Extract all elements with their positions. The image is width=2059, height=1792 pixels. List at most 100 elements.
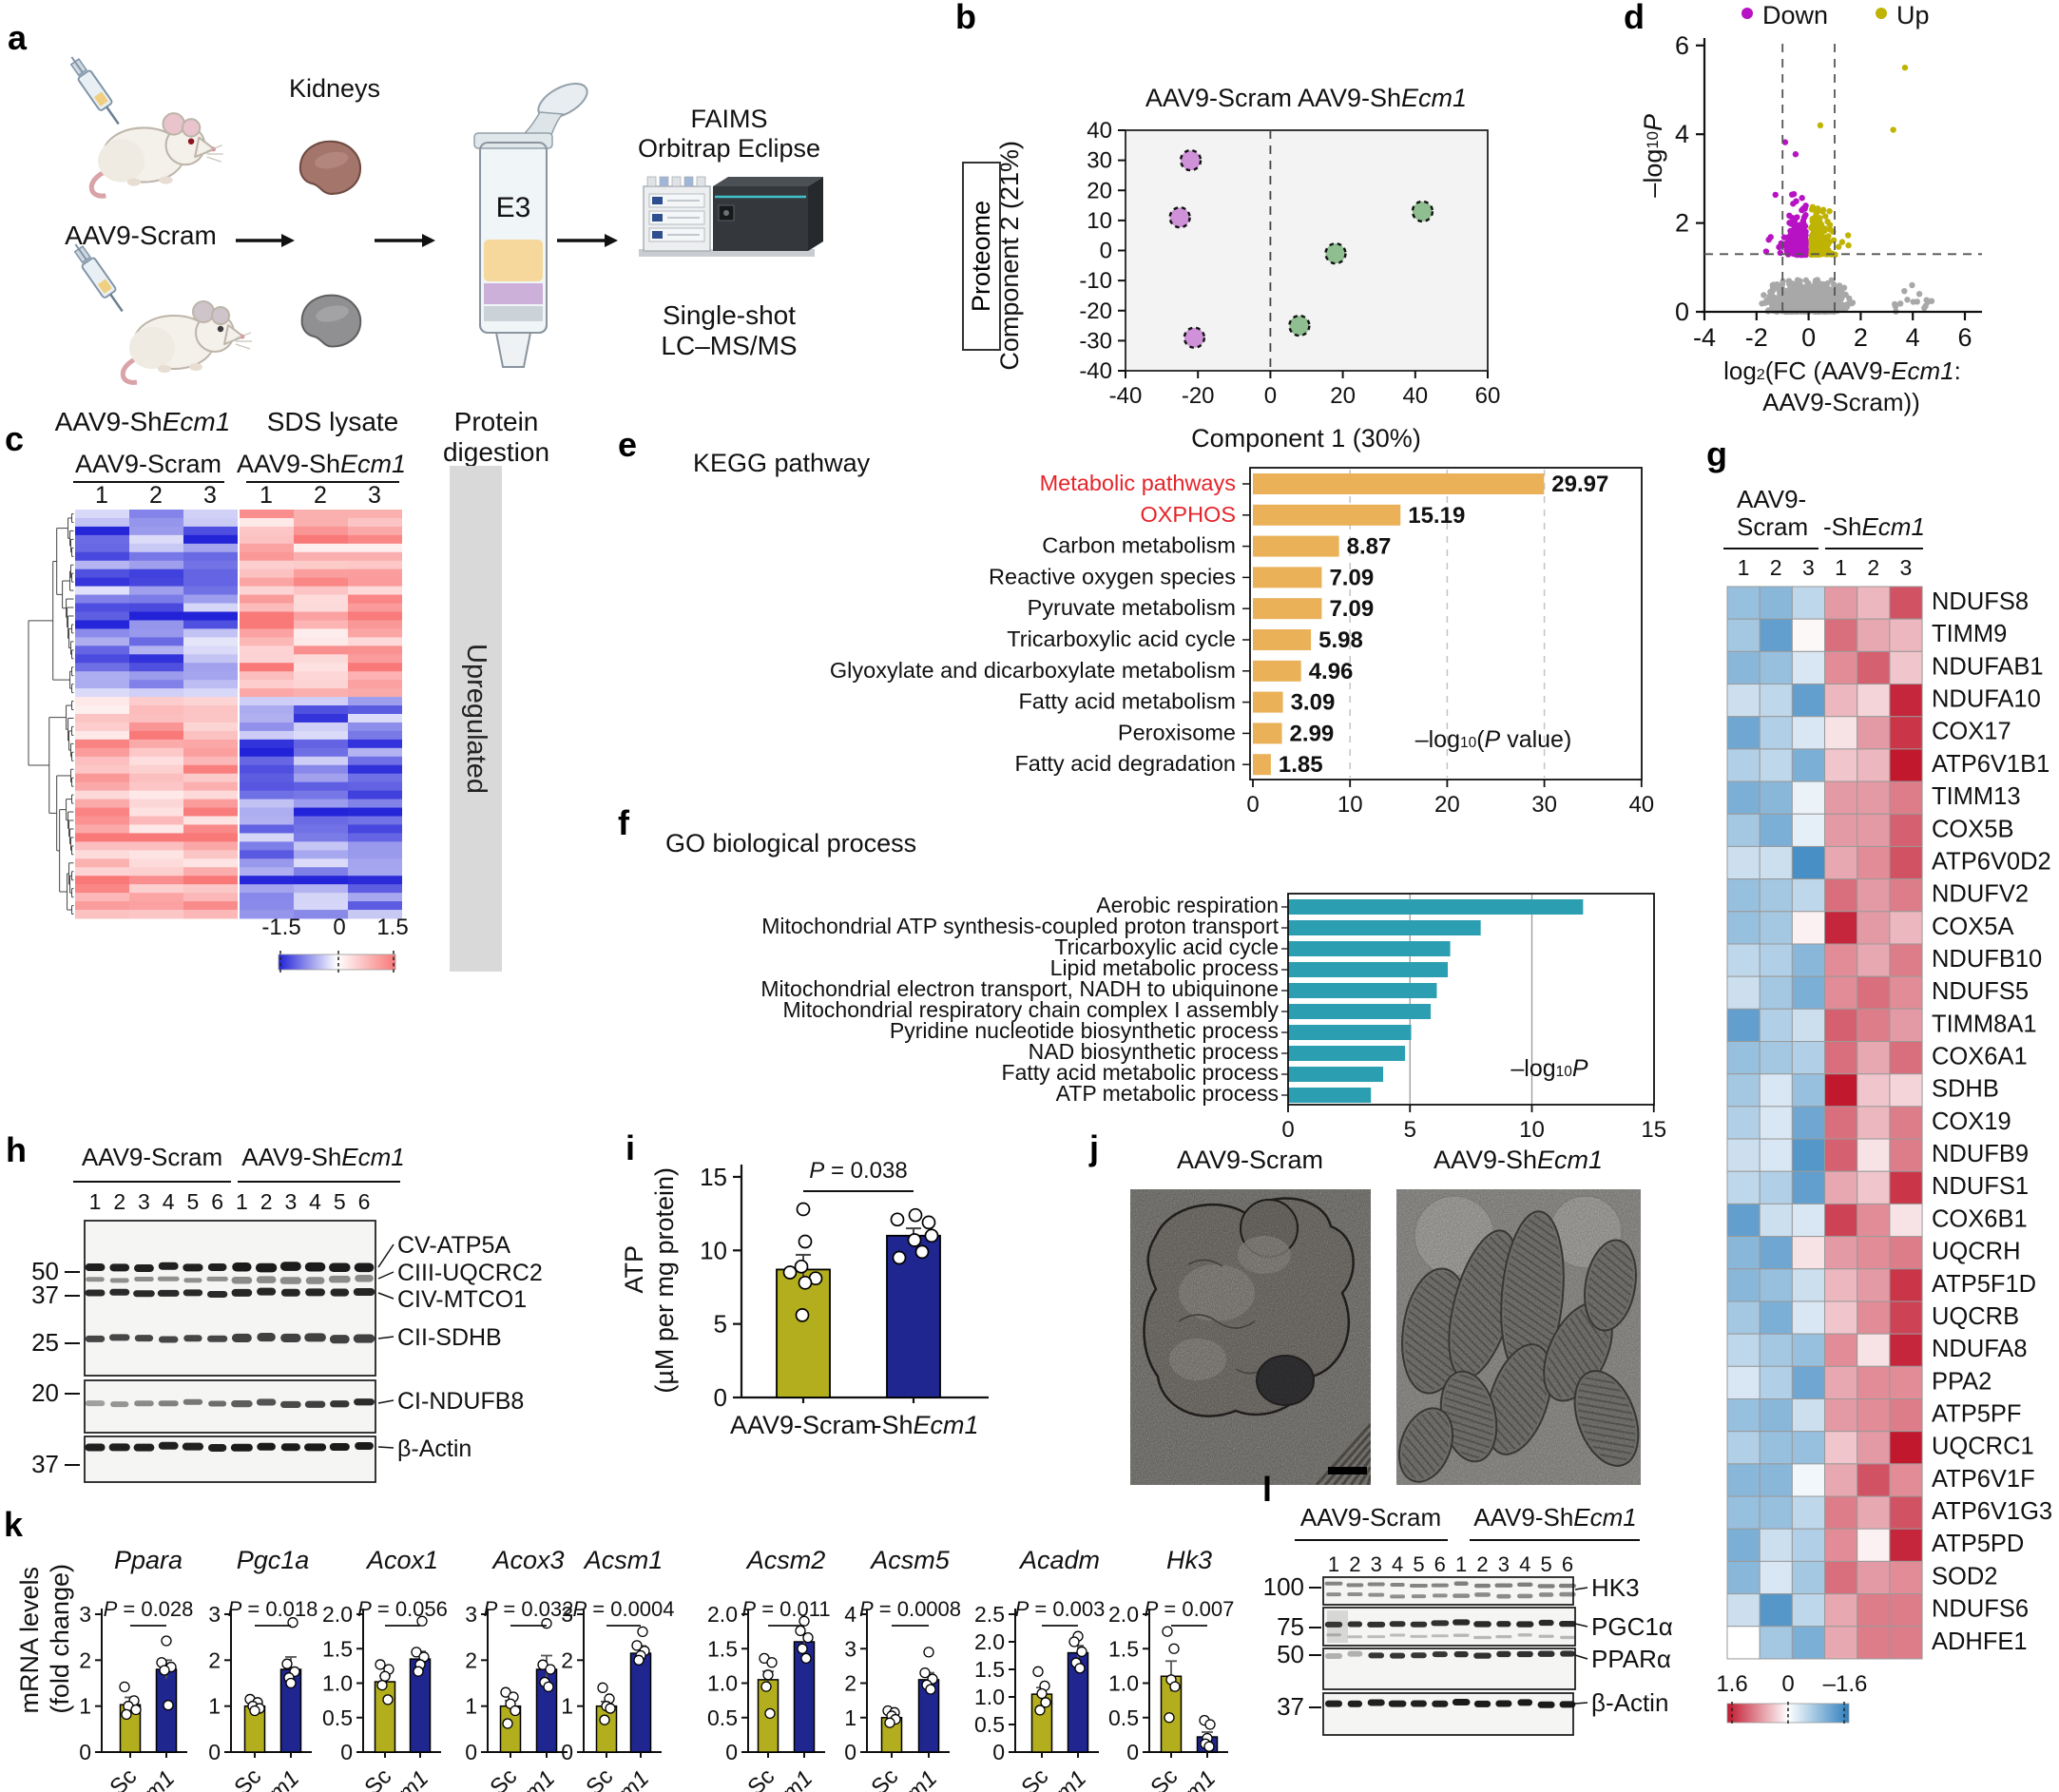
blot-h-group2: AAV9-ShEcm1 — [241, 1143, 405, 1172]
go-category-label: Pyridine nucleotide biosynthetic process — [890, 1018, 1279, 1043]
label-part: -Sh — [873, 1411, 914, 1439]
lane-number: 2 — [1349, 1552, 1360, 1576]
label-part: = 0.038 — [824, 1158, 908, 1184]
mrna-x-label: AAV9-Sc — [60, 1763, 143, 1792]
gene-label: NDUFA10 — [1932, 686, 2041, 713]
kegg-value-label: 5.98 — [1318, 627, 1363, 653]
em-image-scram — [1130, 1189, 1371, 1485]
em-title-1: AAV9-Scram — [1176, 1146, 1324, 1174]
panel-i-barchart: 0 5 10 15 — [700, 1163, 989, 1412]
heatmap-g-group2: -ShEcm1 — [1823, 512, 1925, 542]
kegg-category-label: Fatty acid metabolism — [1018, 689, 1236, 714]
mrna-y-tick: 1 — [465, 1694, 477, 1719]
blot-l-group1: AAV9-Scram — [1299, 1503, 1442, 1532]
mrna-gene-title: Acsm5 — [869, 1546, 951, 1574]
mrna-x-label: -Sc — [224, 1763, 267, 1792]
gene-label: NDUFAB1 — [1932, 653, 2044, 680]
pca-xlabel: Component 1 (30%) — [1191, 424, 1421, 453]
label-part: log — [1723, 356, 1757, 385]
legend-down-label: Down — [1762, 1, 1829, 29]
band-label: CIV-MTCO1 — [397, 1286, 527, 1313]
mw-marker: 37 — [31, 1281, 59, 1309]
mrna-y-tick: 1.5 — [707, 1636, 738, 1661]
atp-ylabel-2: (µM per mg protein) — [650, 1167, 679, 1394]
gene-label: ATP5PD — [1932, 1531, 2024, 1557]
go-category-label: NAD biosynthetic process — [1029, 1039, 1279, 1064]
panel-a-graphics: E3 — [69, 56, 823, 385]
gene-label: NDUFV2 — [1932, 881, 2029, 908]
mrna-gene-title: Pgc1a — [237, 1546, 310, 1574]
gene-label: NDUFS5 — [1932, 978, 2029, 1005]
panel-e-barchart: 29.97 Metabolic pathways 15.19 OXPHOS 8.87 Ca… — [830, 467, 1654, 818]
blot-l-group2: AAV9-ShEcm1 — [1473, 1503, 1636, 1532]
lane-number: 4 — [1392, 1552, 1403, 1576]
mrna-y-tick: 1.0 — [1108, 1671, 1139, 1696]
label-part: P — [1484, 726, 1501, 753]
label-part: AAV9-Scram — [1145, 84, 1298, 112]
mrna-y-tick: 1 — [561, 1694, 573, 1719]
heatmap-c-col-number: 1 — [260, 482, 273, 509]
lane-number: 6 — [1562, 1552, 1573, 1576]
gene-label: ATP6V0D2 — [1932, 848, 2051, 875]
gene-label: SOD2 — [1932, 1563, 1997, 1590]
mrna-y-tick: 2.0 — [707, 1602, 738, 1627]
cbar-c-min: -1.5 — [261, 915, 301, 940]
tube-illustration: E3 — [473, 82, 588, 368]
gene-label: ATP6V1F — [1932, 1466, 2035, 1493]
mrna-p-value: P = 0.032 — [484, 1597, 574, 1621]
gene-label: ATP6V1G3 — [1932, 1498, 2052, 1525]
panel-h-label: h — [6, 1130, 27, 1169]
volcano-x-tick: -4 — [1693, 323, 1716, 352]
label-part: Ecm1 — [340, 450, 407, 478]
heatmap-g-col-number: 2 — [1867, 555, 1879, 580]
heatmap-g-group1a: AAV9- — [1737, 485, 1807, 513]
band-label: CII-SDHB — [397, 1324, 502, 1351]
pca-y-tick: -20 — [1079, 299, 1112, 324]
kegg-value-label: 8.87 — [1347, 534, 1392, 560]
pca-x-tick: 20 — [1330, 383, 1356, 409]
gene-label: TIMM9 — [1932, 621, 2007, 647]
gene-label: PPA2 — [1932, 1368, 1992, 1395]
mrna-p-value: P = 0.011 — [741, 1597, 830, 1621]
kegg-value-label: 2.99 — [1290, 721, 1335, 746]
mrna-y-tick: 1 — [79, 1694, 91, 1719]
pca-y-tick: 40 — [1087, 118, 1112, 144]
mrna-x-label: -Sc — [738, 1763, 780, 1792]
label-part: –log — [1511, 1055, 1556, 1082]
pca-x-tick: 60 — [1475, 383, 1501, 409]
gene-label: TIMM8A1 — [1932, 1011, 2037, 1037]
upregulated-label: Upregulated — [461, 644, 491, 794]
label-part: Ecm1 — [1401, 84, 1468, 112]
mrna-y-tick: 2 — [561, 1647, 573, 1672]
mrna-ylabel-2: (fold change) — [46, 1564, 74, 1714]
pca-y-tick: 0 — [1100, 239, 1112, 264]
lane-number: 5 — [1540, 1552, 1551, 1576]
label-part: (FC (AAV9- — [1764, 356, 1892, 385]
label-part: Ecm1 — [162, 407, 231, 436]
gene-label: COX5A — [1932, 914, 2013, 940]
lane-number: 3 — [1498, 1552, 1510, 1576]
mrna-y-tick: 1.0 — [974, 1685, 1005, 1709]
lane-number: 2 — [1476, 1552, 1488, 1576]
mrna-y-tick: 0 — [725, 1740, 738, 1764]
label-part: Ecm1 — [1891, 356, 1954, 385]
label-part: -Sh — [1823, 512, 1862, 541]
proteome-label: Proteome — [967, 200, 995, 313]
mrna-gene-title: Acox1 — [365, 1546, 438, 1574]
label-part: 2 — [1756, 366, 1765, 383]
kegg-x-tick: 40 — [1628, 792, 1654, 818]
pca-y-tick: 20 — [1087, 178, 1112, 203]
mrna-y-tick: 1 — [208, 1694, 221, 1719]
mouse-illustration — [120, 300, 252, 385]
pca-x-tick: -20 — [1182, 383, 1215, 409]
panel-e-label: e — [618, 425, 638, 464]
lane-number: 6 — [358, 1189, 371, 1214]
sds-lysate-label: SDS lysate — [266, 407, 399, 436]
cbar-c-mid: 0 — [333, 915, 346, 940]
volcano-y-tick: 6 — [1675, 31, 1689, 60]
mw-marker: 50 — [31, 1257, 59, 1285]
kidneys-label: Kidneys — [288, 74, 381, 103]
mrna-y-tick: 0 — [208, 1740, 221, 1764]
lane-number: 5 — [334, 1189, 346, 1214]
label-part: Ecm1 — [341, 1143, 405, 1171]
